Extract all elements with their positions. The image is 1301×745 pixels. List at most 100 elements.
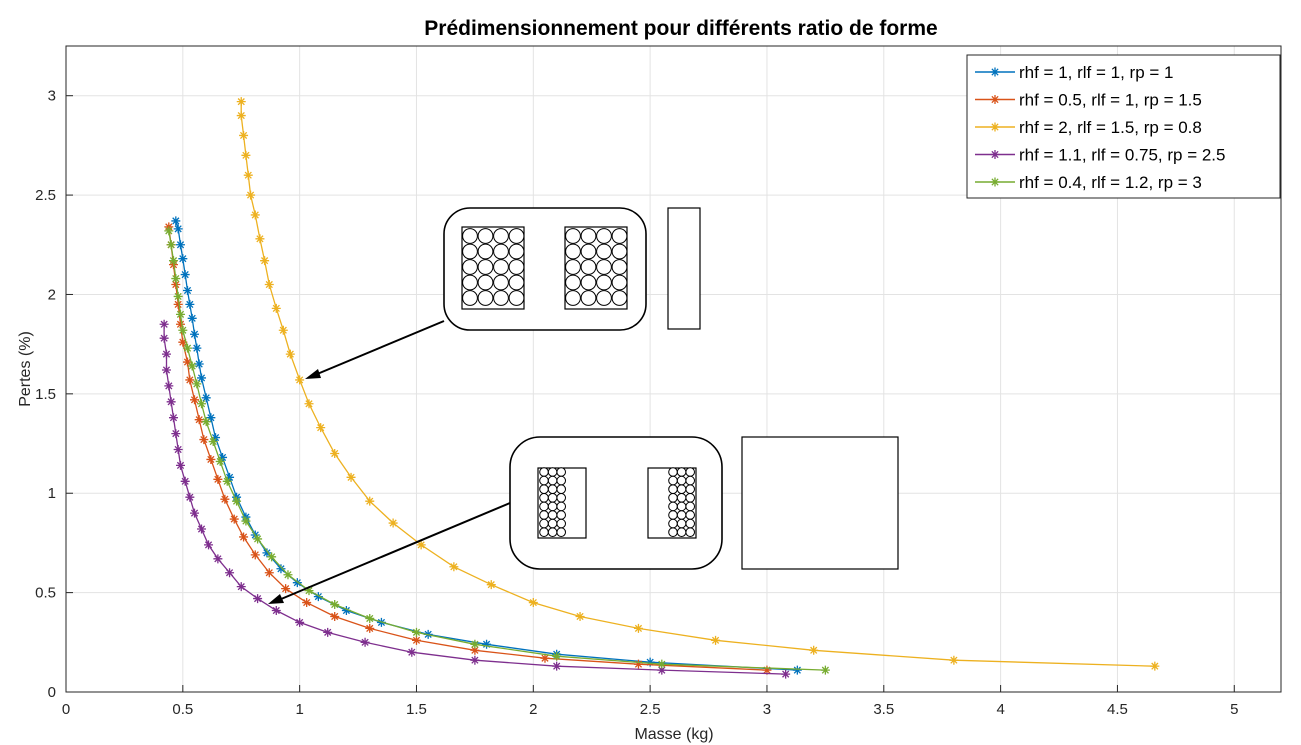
y-tick-label: 0: [48, 684, 56, 701]
conductor-turn: [493, 259, 509, 275]
series-point: [206, 413, 216, 423]
series-point: [178, 254, 188, 264]
conductor-turn: [493, 290, 509, 306]
conductor-turn: [547, 475, 558, 486]
series-point: [304, 586, 314, 596]
conductor-turn: [611, 274, 628, 291]
series-point: [185, 492, 195, 502]
series-point: [159, 333, 169, 343]
y-tick-label: 2.5: [35, 187, 56, 204]
conductor-turn: [668, 527, 678, 538]
conductor-turn: [676, 501, 687, 512]
series-point: [168, 256, 178, 266]
series-point: [486, 580, 496, 590]
series-point: [470, 639, 480, 649]
conductor-turn: [596, 259, 612, 275]
series-point: [990, 67, 1000, 77]
series-point: [365, 496, 375, 506]
conductor-turn: [668, 467, 678, 477]
legend-label: rhf = 1.1, rlf = 0.75, rp = 2.5: [1019, 146, 1225, 165]
series-point: [175, 240, 185, 250]
series-point: [633, 659, 643, 669]
conductor-turn: [676, 467, 687, 477]
conductor-turn: [676, 484, 687, 495]
conductor-turn: [556, 527, 567, 538]
conductor-turn: [477, 243, 494, 260]
conductor-turn: [547, 527, 558, 538]
x-tick-label: 2.5: [640, 701, 661, 718]
series-point: [250, 210, 260, 220]
series-point: [416, 540, 426, 550]
series-point: [411, 635, 421, 645]
series-point: [278, 325, 288, 335]
series-point: [161, 349, 171, 359]
conductor-turn: [556, 475, 567, 486]
series-point: [990, 95, 1000, 104]
conductor-turn: [676, 475, 687, 486]
conductor-turn: [685, 527, 696, 538]
series-point: [171, 280, 181, 290]
y-tick-label: 3: [48, 88, 56, 105]
series-point: [781, 669, 791, 679]
series-point: [253, 534, 263, 544]
conductor-turn: [539, 484, 549, 495]
conductor-turn: [508, 274, 525, 291]
series-point: [990, 150, 1000, 159]
y-axis-label: Pertes (%): [17, 331, 34, 407]
conductor-turn: [668, 518, 678, 529]
axes-box: [65, 45, 1282, 693]
series-point: [215, 456, 225, 466]
inset-square-configuration: [268, 436, 899, 604]
series-point: [820, 665, 830, 675]
legend-label: rhf = 2, rlf = 1.5, rp = 0.8: [1019, 118, 1202, 137]
series-point: [183, 343, 192, 353]
x-tick-label: 4: [996, 701, 1004, 718]
conductor-turn: [477, 290, 494, 306]
series-point: [236, 582, 246, 592]
series-point: [180, 476, 190, 486]
conductor-turn: [565, 290, 581, 306]
series-point: [267, 552, 277, 562]
series-point: [239, 130, 249, 140]
series-point: [316, 423, 326, 433]
series-point: [168, 413, 178, 423]
series-point: [262, 548, 272, 558]
series-point: [792, 665, 802, 675]
conductor-turn: [477, 274, 494, 291]
annotation-arrow-upper: [309, 320, 445, 378]
legend-entry: rhf = 0.5, rlf = 1, rp = 1.5: [975, 91, 1202, 110]
x-axis-ticks: 0 0.5 1 1.5 2 2.5 3 3.5 4 4.5 5: [62, 685, 1238, 718]
series-point: [159, 319, 169, 329]
conductor-turn: [508, 259, 525, 275]
conductor-turn: [477, 228, 494, 244]
series-point: [762, 665, 772, 675]
conductor-turn: [547, 501, 558, 512]
series-point: [180, 270, 190, 280]
series-point: [411, 627, 421, 637]
conductor-turn: [539, 467, 549, 477]
series-point: [260, 256, 270, 266]
series-point: [173, 445, 183, 455]
conductor-turn: [462, 290, 478, 306]
conductor-turn: [668, 493, 678, 503]
y-tick-label: 1.5: [35, 386, 56, 403]
series-point: [194, 359, 204, 369]
legend: rhf = 1, rlf = 1, rp = 1 rhf = 0.5, rlf =…: [966, 54, 1281, 199]
y-tick-label: 0.5: [35, 585, 56, 602]
series-point: [197, 399, 207, 409]
conductor-turn: [493, 274, 509, 291]
series-point: [283, 570, 293, 580]
series-point: [175, 309, 185, 319]
plot-area: 0 0.5 1 1.5 2 2.5 3 3.5 4 4.5 5 0 0.5 1 1.5 2 2.5 3 rhf …: [35, 45, 1282, 718]
series-point: [482, 639, 492, 649]
series-point: [218, 452, 228, 462]
series-point: [201, 393, 211, 403]
legend-box: [966, 54, 1281, 199]
series-point: [264, 568, 274, 578]
series-point: [239, 532, 249, 542]
coil-block-lower-left: [537, 467, 587, 539]
series-point: [208, 437, 218, 447]
series-point: [190, 395, 200, 405]
series-point: [190, 329, 200, 339]
